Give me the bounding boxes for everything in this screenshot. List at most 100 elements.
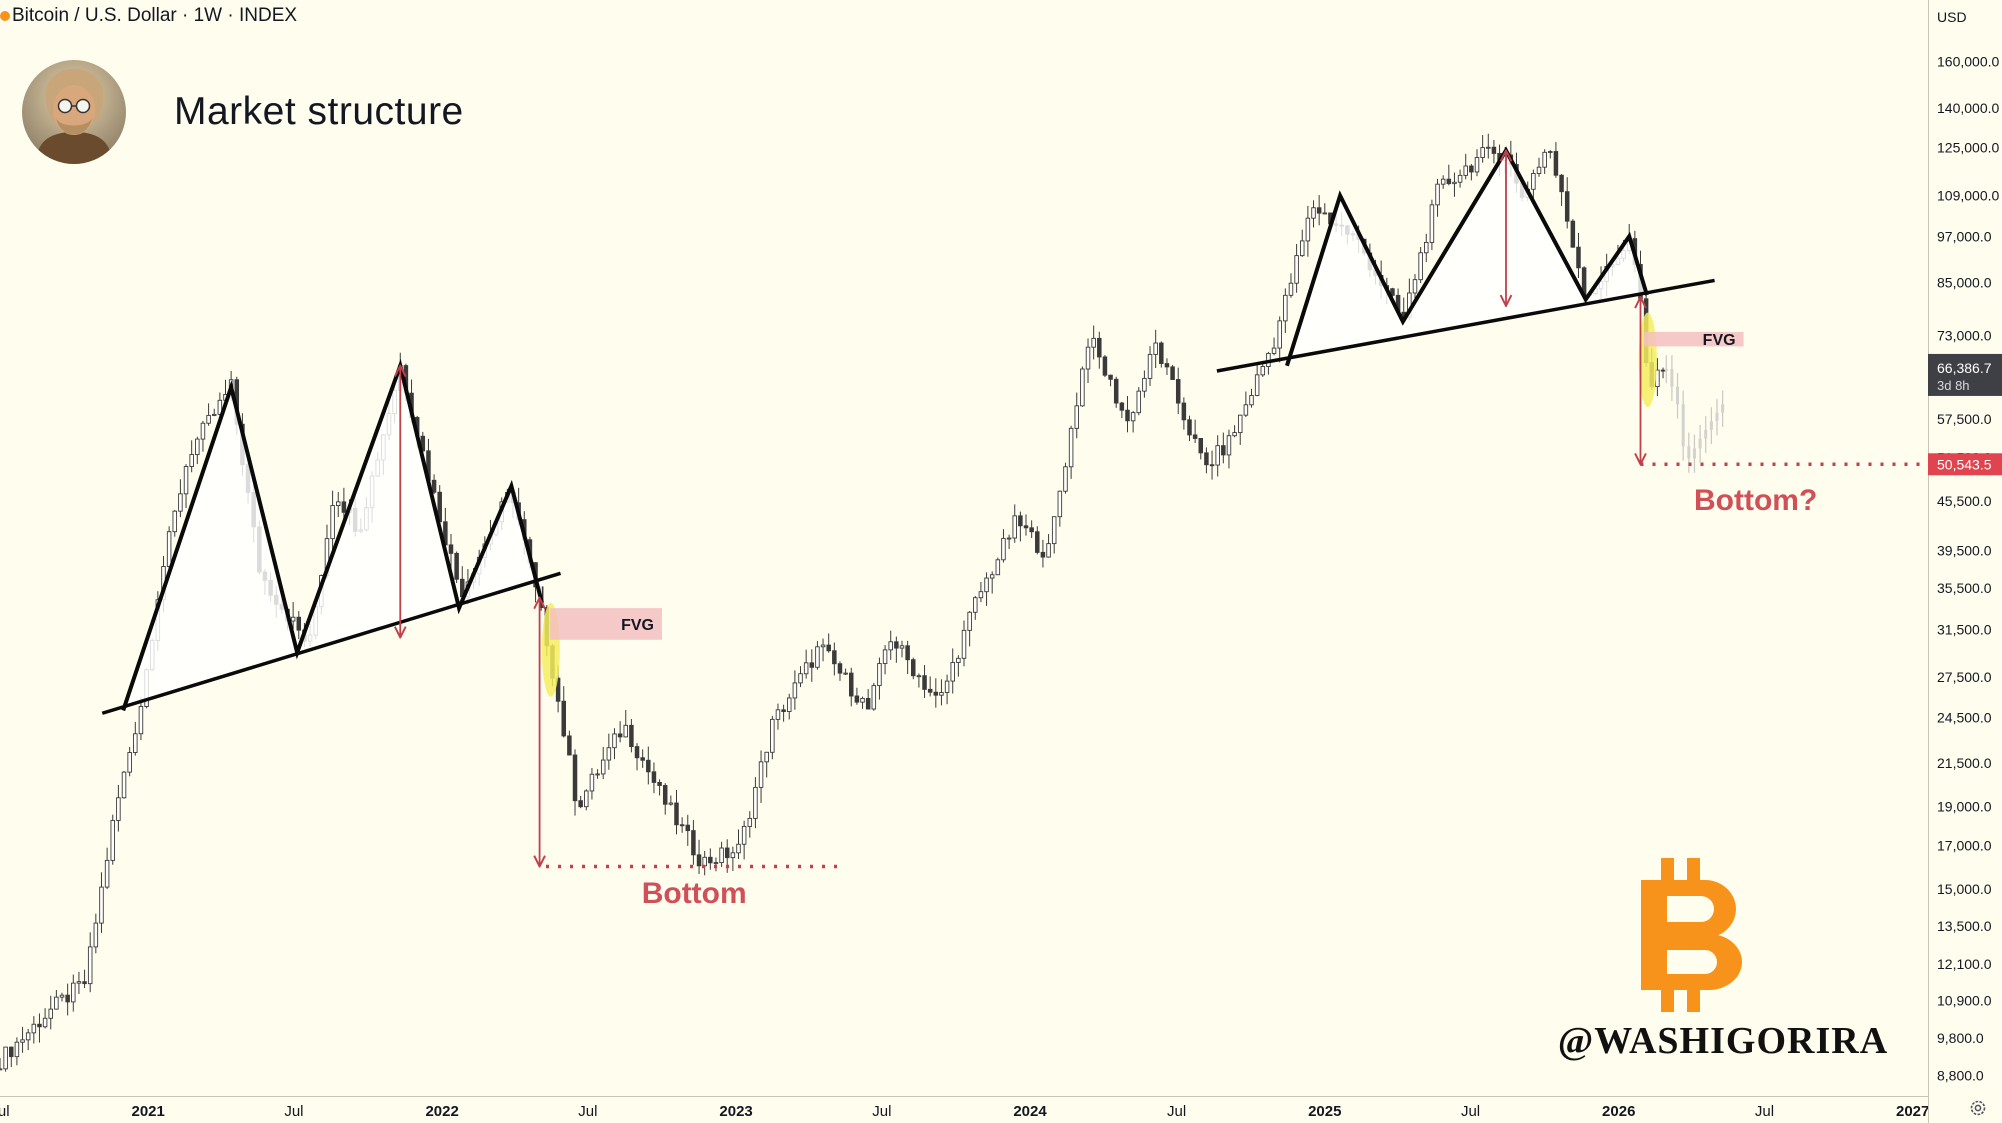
candle-body: [967, 611, 972, 631]
candle-body: [646, 759, 651, 773]
price-tick-label: 160,000.0: [1937, 53, 1999, 69]
projection-body: [1670, 368, 1674, 387]
candle-body: [14, 1041, 20, 1058]
candle-body: [1243, 404, 1249, 416]
candle-body: [1164, 363, 1170, 368]
candle-body: [933, 691, 939, 696]
candle-body: [815, 646, 820, 668]
candle-body: [803, 662, 809, 675]
candle-body: [713, 862, 719, 865]
candle-body: [600, 759, 606, 775]
candle-body: [1570, 220, 1576, 248]
symbol-header[interactable]: Bitcoin / U.S. Dollar · 1W · INDEX: [0, 4, 297, 28]
candle-body: [37, 1023, 42, 1028]
bitcoin-logo-stem: [1687, 858, 1700, 882]
candle-body: [330, 505, 335, 540]
candle-body: [961, 629, 967, 659]
candle-body: [1159, 342, 1164, 365]
candle-body: [798, 673, 803, 684]
candle-body: [995, 559, 1001, 576]
candle-body: [1260, 366, 1266, 376]
candle-body: [1435, 183, 1440, 206]
candle-body: [20, 1039, 25, 1043]
time-tick-label: Jul: [578, 1103, 597, 1120]
candle-body: [1254, 374, 1260, 396]
gear-icon[interactable]: [1968, 1098, 1988, 1118]
price-tick-label: 31,500.0: [1937, 622, 1992, 638]
candle-body: [211, 413, 217, 416]
candle-body: [871, 685, 877, 710]
candle-body: [1311, 207, 1316, 219]
candle-body: [612, 733, 617, 749]
candle-body: [911, 659, 916, 677]
price-tick-label: 109,000.0: [1937, 188, 1999, 204]
candle-body: [894, 641, 899, 649]
time-tick-label: 2026: [1602, 1103, 1635, 1120]
candle-body: [657, 781, 662, 786]
bitcoin-logo-top: [1641, 880, 1736, 938]
candle-body: [1486, 146, 1491, 149]
fvg-zone: [550, 608, 662, 640]
candle-body: [629, 724, 634, 748]
candle-body: [640, 757, 645, 761]
price-tick-label: 24,500.0: [1937, 710, 1992, 726]
candle-body: [1187, 419, 1192, 436]
price-tick-label: 97,000.0: [1937, 228, 1992, 244]
last-price-badge: [1928, 353, 2002, 396]
candle-body: [110, 819, 115, 861]
time-tick-label: 2022: [425, 1103, 458, 1120]
candle-body: [1249, 395, 1254, 406]
candle-body: [736, 843, 741, 854]
candle-body: [1198, 438, 1204, 454]
candle-body: [775, 709, 781, 720]
countdown-value: 3d 8h: [1937, 378, 1970, 393]
candle-body: [1390, 288, 1395, 296]
candle-body: [3, 1046, 8, 1070]
last-price-value: 66,386.7: [1937, 360, 1992, 376]
price-tick-label: 19,000.0: [1937, 798, 1992, 814]
candle-body: [93, 922, 99, 948]
projection-body: [1681, 404, 1685, 447]
candle-body: [335, 501, 341, 507]
highlight-marker: [1638, 312, 1657, 408]
candle-body: [1564, 191, 1570, 222]
candle-body: [978, 591, 984, 599]
candle-body: [849, 672, 854, 697]
candle-body: [1170, 366, 1175, 380]
price-axis-background: [1928, 0, 2002, 1123]
candle-body: [448, 544, 454, 554]
candle-body: [1536, 166, 1542, 174]
pattern-fill: [1286, 150, 1647, 366]
candle-body: [837, 663, 843, 674]
neckline: [101, 571, 562, 715]
candle-body: [1204, 452, 1209, 466]
candle-body: [127, 752, 132, 773]
candle-body: [1452, 181, 1457, 185]
candle-body: [944, 680, 950, 693]
candle-body: [1446, 178, 1452, 185]
currency-label: USD: [1937, 9, 1967, 25]
candle-body: [1029, 527, 1034, 533]
price-tick-label: 73,000.0: [1937, 328, 1992, 344]
candle-body: [786, 697, 792, 713]
candle-body: [1237, 414, 1243, 434]
candle-body: [1226, 435, 1232, 456]
candle-body: [138, 706, 144, 735]
candle-body: [1181, 402, 1187, 421]
candle-body: [1660, 369, 1666, 372]
candle-body: [973, 597, 978, 613]
candle-body: [1299, 240, 1305, 257]
candle-body: [1469, 165, 1474, 173]
bottom-label: Bottom: [642, 877, 747, 910]
candle-body: [296, 616, 302, 631]
time-tick-label: 2024: [1013, 1103, 1047, 1120]
candle-body: [59, 994, 65, 998]
candle-body: [9, 1046, 14, 1058]
candle-body: [679, 824, 685, 827]
candle-body: [104, 859, 110, 888]
candle-body: [826, 644, 831, 652]
projection-body: [1698, 438, 1702, 449]
candle-body: [916, 675, 922, 678]
